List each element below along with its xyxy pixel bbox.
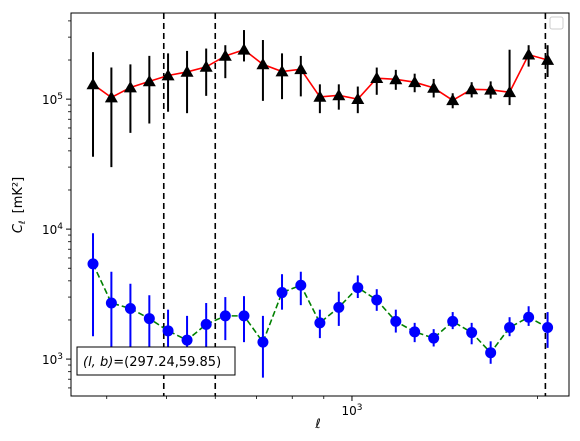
data-point-lower-12 xyxy=(295,279,307,291)
x-tick-label-1: 103 xyxy=(341,403,362,418)
y-tick-label-2: 104 xyxy=(42,222,63,237)
data-point-lower-21 xyxy=(466,327,478,339)
data-point-upper-16 xyxy=(370,71,384,84)
data-point-upper-20 xyxy=(446,93,460,106)
data-point-upper-23 xyxy=(503,85,517,98)
data-point-upper-7 xyxy=(199,60,213,72)
data-point-upper-24 xyxy=(522,48,536,60)
data-point-upper-9 xyxy=(237,43,251,55)
data-point-upper-4 xyxy=(142,74,156,87)
data-point-upper-22 xyxy=(484,83,498,95)
legend-box xyxy=(549,16,564,30)
data-point-lower-1 xyxy=(87,258,99,270)
data-point-upper-11 xyxy=(275,65,289,77)
data-point-lower-5 xyxy=(162,325,174,337)
data-point-lower-4 xyxy=(143,313,155,325)
data-point-lower-17 xyxy=(390,315,402,327)
data-point-upper-12 xyxy=(294,62,308,75)
data-point-lower-23 xyxy=(504,321,516,333)
data-point-lower-14 xyxy=(333,301,345,313)
data-point-lower-6 xyxy=(181,334,193,346)
data-point-lower-2 xyxy=(105,297,117,309)
annotation-coords-prefix: (l, b) xyxy=(83,355,113,370)
series-upper xyxy=(86,30,555,168)
data-point-lower-25 xyxy=(542,321,554,333)
axis-ticks: 103 103 104 105 xyxy=(42,20,538,418)
data-point-upper-3 xyxy=(123,80,137,93)
x-axis-label: ℓ xyxy=(314,417,320,432)
data-point-lower-20 xyxy=(447,315,459,327)
data-point-lower-8 xyxy=(219,310,231,322)
data-point-upper-2 xyxy=(104,90,118,103)
data-point-upper-18 xyxy=(408,75,422,88)
axes-frame xyxy=(70,12,570,397)
plot-area xyxy=(86,13,555,396)
data-point-upper-1 xyxy=(86,77,100,90)
data-point-upper-10 xyxy=(256,57,270,70)
series-lower xyxy=(87,233,554,378)
data-point-lower-3 xyxy=(124,303,136,315)
data-point-lower-24 xyxy=(523,311,535,323)
data-point-upper-13 xyxy=(313,90,327,102)
data-point-lower-7 xyxy=(200,318,212,330)
data-point-upper-8 xyxy=(218,49,232,61)
annotation-box: (l, b)=(297.24,59.85) xyxy=(76,346,236,376)
data-point-lower-15 xyxy=(352,282,364,294)
y-tick-label-1: 103 xyxy=(42,352,63,367)
data-point-upper-6 xyxy=(180,65,194,77)
data-point-lower-13 xyxy=(314,317,326,329)
data-point-lower-18 xyxy=(409,326,421,338)
data-point-lower-19 xyxy=(428,332,440,344)
annotation-coords-value: =(297.24,59.85) xyxy=(113,355,221,370)
y-tick-label-3: 105 xyxy=(42,92,63,107)
data-point-upper-14 xyxy=(332,88,346,101)
data-point-lower-16 xyxy=(371,294,383,306)
data-point-lower-11 xyxy=(276,287,288,299)
data-point-lower-22 xyxy=(485,347,497,359)
data-point-upper-21 xyxy=(465,82,479,95)
y-axis-label: Cℓ[mK²] xyxy=(11,177,28,233)
annotation-text: (l, b)=(297.24,59.85) xyxy=(83,355,221,370)
data-point-lower-10 xyxy=(257,336,269,348)
data-point-upper-15 xyxy=(351,92,365,105)
data-point-lower-9 xyxy=(238,310,250,322)
data-point-upper-25 xyxy=(541,53,555,65)
data-point-upper-17 xyxy=(389,72,403,85)
data-point-upper-19 xyxy=(427,81,441,93)
data-point-upper-5 xyxy=(161,69,175,81)
